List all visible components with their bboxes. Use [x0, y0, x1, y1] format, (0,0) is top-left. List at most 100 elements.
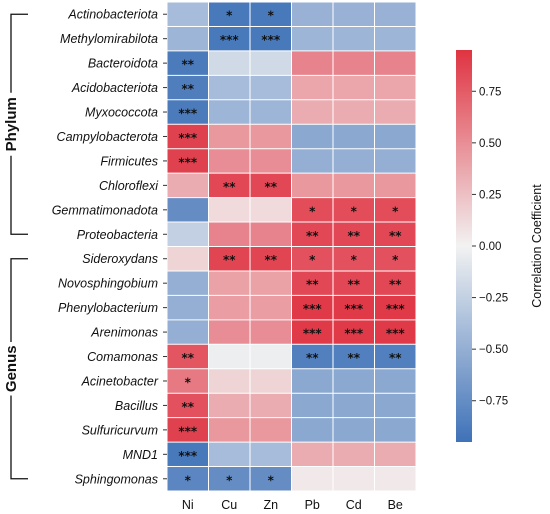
heatmap-cell-10-0 [167, 246, 209, 271]
significance-mark: * [185, 473, 192, 487]
heatmap-cell-9-1 [208, 222, 250, 247]
heatmap-cell-6-4 [333, 148, 375, 174]
heatmap-cell-16-2 [250, 393, 292, 418]
heatmap-cell-13-3 [291, 319, 333, 345]
heatmap-cell-11-3 [291, 270, 333, 296]
significance-mark: *** [261, 33, 281, 47]
heatmap-cell-6-1 [208, 148, 250, 174]
heatmap-cell-14-1 [208, 344, 250, 369]
row-label: Sideroxydans [82, 252, 158, 266]
colorbar: 0.75 0.50 0.25 0.00 −0.25 −0.50 −0.75 Correlati… [456, 50, 544, 442]
row-label: Actinobacteriota [67, 8, 158, 22]
heatmap-cell-4-0 [167, 99, 209, 125]
significance-mark: * [351, 253, 358, 267]
heatmap-cell-4-5 [374, 99, 416, 125]
heatmap-cell-17-1 [208, 417, 250, 443]
colorbar-tick-label: −0.50 [479, 344, 508, 356]
heatmap-cell-3-2 [250, 75, 292, 100]
colorbar-tick-label: 0.25 [479, 189, 501, 201]
significance-mark: * [185, 375, 192, 389]
heatmap-cell-2-1 [208, 50, 250, 76]
heatmap-cell-11-2 [250, 270, 292, 296]
row-labels: Actinobacteriota Methylomirabilota Bactero… [52, 8, 167, 486]
row-label: Acinetobacter [81, 374, 159, 388]
group-label: Genus [3, 345, 20, 392]
heatmap-cell-9-4 [333, 222, 375, 247]
row-label: Bacteroidota [88, 57, 158, 71]
colorbar-title: Correlation Coefficient [530, 184, 544, 308]
significance-mark: * [309, 253, 316, 267]
heatmap-cell-7-5 [374, 173, 416, 198]
heatmap-cell-0-3 [291, 2, 333, 27]
heatmap-cell-16-5 [374, 393, 416, 418]
row-label: Proteobacteria [77, 228, 158, 242]
significance-mark: ** [264, 180, 277, 194]
heatmap-cell-1-3 [291, 26, 333, 51]
significance-mark: *** [220, 33, 240, 47]
heatmap-cell-10-3 [291, 246, 333, 271]
heatmap-cell-2-0 [167, 50, 209, 76]
heatmap-cell-4-2 [250, 99, 292, 125]
heatmap-cell-8-0 [167, 197, 209, 223]
heatmap-cell-3-1 [208, 75, 250, 100]
heatmap-cell-11-5 [374, 270, 416, 296]
row-label: Novosphingobium [58, 277, 158, 291]
colorbar-tick-label: −0.25 [479, 293, 508, 305]
heatmap-cell-2-5 [374, 50, 416, 76]
heatmap-cell-17-5 [374, 417, 416, 443]
row-label: Gemmatimonadota [52, 203, 158, 217]
heatmap-cell-3-0 [167, 75, 209, 100]
column-label: Be [388, 498, 403, 512]
heatmap-cell-5-3 [291, 124, 333, 149]
heatmap-cell-0-4 [333, 2, 375, 27]
heatmap-cell-8-2 [250, 197, 292, 223]
heatmap-cell-14-3 [291, 344, 333, 369]
significance-mark: *** [386, 327, 406, 341]
heatmap-cell-15-5 [374, 368, 416, 394]
column-label: Pb [305, 498, 320, 512]
colorbar-tick-label: 0.75 [479, 86, 501, 98]
heatmap-cell-7-1 [208, 173, 250, 198]
column-label: Zn [263, 498, 278, 512]
heatmap-cell-17-0 [167, 417, 209, 443]
heatmap-cell-5-4 [333, 124, 375, 149]
row-label: Phenylobacterium [58, 301, 158, 315]
group-label-background [5, 92, 17, 156]
heatmap-cell-19-5 [374, 466, 416, 491]
heatmap-cell-9-2 [250, 222, 292, 247]
column-label: Ni [182, 498, 194, 512]
heatmap-cell-13-2 [250, 319, 292, 345]
heatmap-cell-15-4 [333, 368, 375, 394]
heatmap-cell-18-5 [374, 442, 416, 467]
heatmap-cell-1-4 [333, 26, 375, 51]
column-labels: Ni Cu Zn Pb Cd Be [182, 498, 403, 512]
significance-mark: *** [344, 302, 364, 316]
heatmap-cell-19-0 [167, 466, 209, 491]
colorbar-tick-label: 0.00 [479, 241, 501, 253]
heatmap-cell-11-0 [167, 270, 209, 296]
row-label: Chloroflexi [99, 179, 159, 193]
group-label: Phylum [3, 97, 20, 151]
significance-marks: * **** ****************** *** * *** ** **** ** * *… [178, 9, 405, 488]
heatmap-cell-13-4 [333, 319, 375, 345]
significance-mark: * [309, 204, 316, 218]
row-label: Acidobacteriota [71, 81, 158, 95]
heatmap-cell-6-5 [374, 148, 416, 174]
heatmap-cell-10-5 [374, 246, 416, 271]
heatmap-cell-6-0 [167, 148, 209, 174]
significance-mark: *** [344, 327, 364, 341]
heatmap-cell-12-2 [250, 295, 292, 320]
heatmap-cell-15-0 [167, 368, 209, 394]
significance-mark: * [351, 204, 358, 218]
significance-mark: ** [181, 351, 194, 365]
heatmap-cell-5-5 [374, 124, 416, 149]
heatmap-cell-16-4 [333, 393, 375, 418]
heatmap-cell-10-1 [208, 246, 250, 271]
heatmap-cell-16-0 [167, 393, 209, 418]
group-label-background [5, 342, 17, 396]
heatmap-cell-10-4 [333, 246, 375, 271]
heatmap-cell-7-2 [250, 173, 292, 198]
heatmap-cell-3-4 [333, 75, 375, 100]
significance-mark: ** [181, 58, 194, 72]
